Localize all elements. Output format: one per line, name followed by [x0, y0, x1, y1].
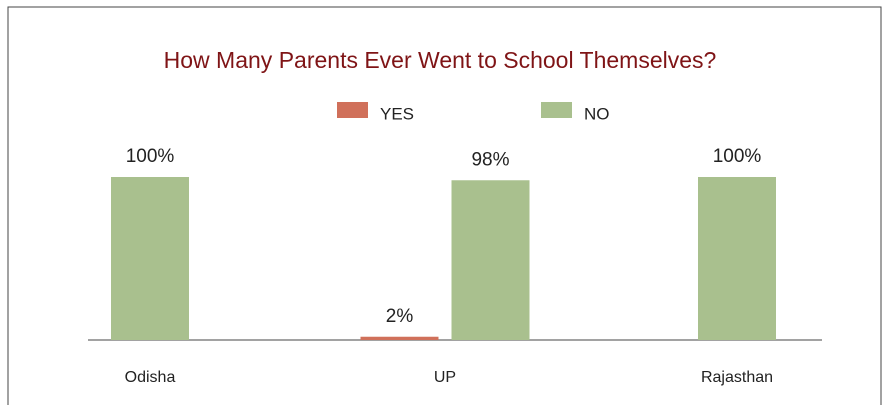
legend-label: YES — [380, 104, 414, 123]
bar — [111, 177, 189, 340]
bar — [360, 336, 439, 340]
bar — [451, 180, 530, 340]
x-tick-label: Rajasthan — [701, 369, 773, 386]
data-label: 2% — [386, 306, 414, 327]
x-tick-label: Odisha — [125, 369, 176, 386]
data-label: 98% — [471, 149, 509, 170]
legend-swatch — [337, 102, 368, 118]
frame — [7, 6, 882, 405]
legend-label: NO — [584, 104, 610, 123]
legend-swatch — [541, 102, 572, 118]
data-label: 100% — [713, 146, 762, 167]
bar — [698, 177, 776, 340]
x-tick-label: UP — [434, 369, 456, 386]
data-label: 100% — [126, 146, 175, 167]
chart-title: How Many Parents Ever Went to School The… — [164, 47, 717, 73]
